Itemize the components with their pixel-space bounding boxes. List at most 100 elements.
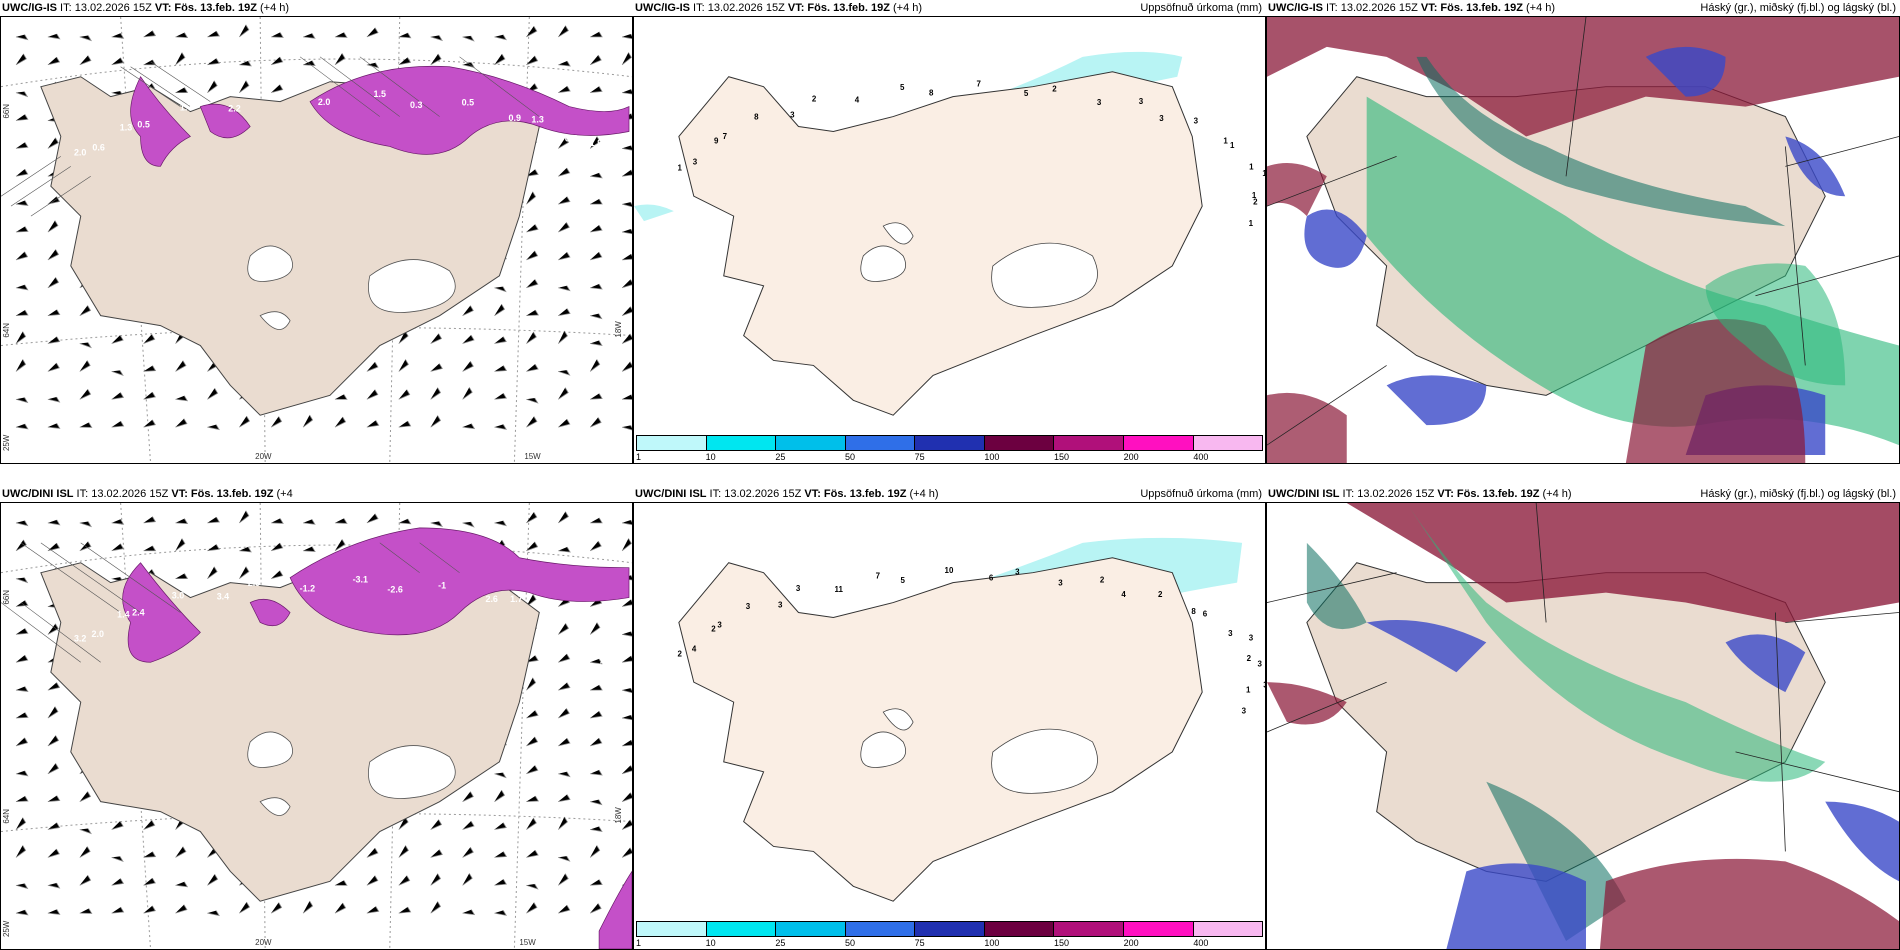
map-frame — [1266, 16, 1900, 464]
wind-barb — [494, 822, 507, 830]
wind-barb — [589, 359, 601, 372]
value-label: 8 — [929, 88, 934, 97]
wind-barb — [15, 883, 29, 890]
map-ig-is-temp: 2.0 0.6 1.3 0.5 1.7 2.2 2.6 2.0 1.5 0.3 0.5 0.9 1.3 0… — [1, 17, 632, 463]
wind-barb — [79, 791, 92, 803]
wind-barb — [47, 542, 61, 552]
wind-barb — [15, 577, 29, 584]
wind-barb — [47, 822, 61, 830]
wind-barb — [558, 904, 571, 914]
wind-barb — [462, 820, 475, 830]
wind-barb — [143, 334, 156, 344]
wind-barb — [15, 359, 27, 372]
wind-barb — [79, 521, 92, 528]
wind-barb — [430, 53, 442, 66]
wind-barb — [621, 361, 632, 372]
wind-barb — [621, 52, 632, 66]
wind-barb — [494, 34, 507, 41]
wind-barb — [462, 334, 475, 344]
wind-barb — [590, 31, 603, 38]
legend-tick-label: 1 — [636, 452, 642, 462]
wind-barb — [558, 85, 571, 94]
panel-header: UWC/IG-IS IT: 13.02.2026 15Z VT: Fös. 13… — [635, 2, 923, 14]
wind-barb — [622, 739, 632, 747]
wind-barb — [143, 820, 156, 830]
map-dini-clouds — [1267, 503, 1899, 949]
wind-barb — [271, 56, 284, 66]
wind-barb — [79, 35, 92, 42]
wind-barb — [621, 145, 632, 151]
wind-barb — [111, 33, 125, 39]
wind-barb — [589, 903, 602, 914]
wind-barb — [526, 736, 539, 747]
value-label: 1 — [677, 164, 682, 173]
wind-barb — [494, 851, 508, 858]
value-label: 3 — [796, 584, 801, 593]
panel-subtitle: Háský (gr.), miðský (fj.bl.) og lágský (… — [1700, 2, 1896, 14]
value-label: 3.2 — [74, 633, 86, 643]
wind-barb — [175, 418, 188, 428]
wind-barb — [462, 423, 476, 430]
value-label: 1 — [1262, 169, 1265, 178]
wind-barb — [111, 543, 125, 552]
wind-barb — [15, 628, 29, 635]
wind-barb — [558, 196, 571, 205]
wind-barb — [143, 851, 157, 858]
wind-barb — [15, 91, 29, 98]
wind-barb — [15, 909, 29, 916]
legend-tick-label: 75 — [914, 452, 925, 462]
wind-barb — [366, 389, 379, 400]
wind-barb — [239, 24, 250, 38]
lon-label: 25W — [2, 434, 11, 451]
wind-barb — [558, 251, 571, 261]
wind-barb — [398, 875, 411, 886]
wind-barb — [175, 538, 186, 552]
wind-barb — [366, 27, 379, 38]
wind-barb — [494, 879, 507, 886]
legend-swatch — [984, 922, 1055, 936]
wind-barb — [430, 415, 442, 428]
wind-barb — [15, 770, 29, 777]
wind-barb — [462, 387, 473, 400]
wind-barb — [558, 285, 571, 292]
wind-barb — [621, 425, 632, 431]
value-label: -2.5 — [578, 664, 593, 674]
wind-barb — [526, 363, 539, 372]
lon-label: 15W — [524, 452, 541, 461]
map-frame — [1266, 502, 1900, 950]
wind-barb — [621, 333, 632, 344]
wind-barb — [398, 359, 409, 372]
wind-barb — [398, 32, 412, 39]
value-label: 3 — [1249, 633, 1254, 642]
wind-barb — [239, 901, 251, 914]
panel-ig-is-accum-precip: UWC/IG-IS IT: 13.02.2026 15Z VT: Fös. 13… — [633, 0, 1266, 464]
wind-barb — [621, 279, 632, 289]
value-label: 2.6 — [485, 594, 497, 604]
value-label: 1 — [1249, 219, 1254, 228]
legend-tick-label: 150 — [1054, 938, 1070, 948]
wind-barb — [494, 304, 506, 316]
wind-barb — [590, 283, 603, 290]
panel-dini-precip-temp: UWC/DINI ISL IT: 13.02.2026 15Z VT: Fös.… — [0, 486, 633, 950]
legend-tick-label: 400 — [1193, 452, 1209, 462]
value-label: 3 — [1015, 567, 1020, 576]
value-label: 3.0 — [172, 590, 184, 600]
value-label: 0.3 — [410, 100, 422, 110]
value-label: 1 — [1223, 136, 1228, 145]
wind-barb — [621, 519, 632, 526]
wind-barb — [239, 415, 251, 428]
panel-header: UWC/DINI ISL IT: 13.02.2026 15Z VT: Fös.… — [1268, 488, 1572, 500]
value-label: 8 — [754, 113, 759, 122]
wind-barb — [621, 687, 632, 694]
wind-barb — [494, 365, 508, 372]
legend-bar — [636, 921, 1263, 937]
wind-barb — [15, 712, 29, 719]
value-label: 3 — [717, 621, 722, 630]
wind-barb — [47, 362, 60, 372]
value-label: 5 — [900, 83, 905, 92]
wind-barb — [526, 416, 538, 428]
value-label: 2 — [1253, 197, 1258, 206]
wind-barb — [621, 792, 632, 803]
wind-barb — [15, 423, 29, 430]
wind-barb — [302, 519, 316, 525]
